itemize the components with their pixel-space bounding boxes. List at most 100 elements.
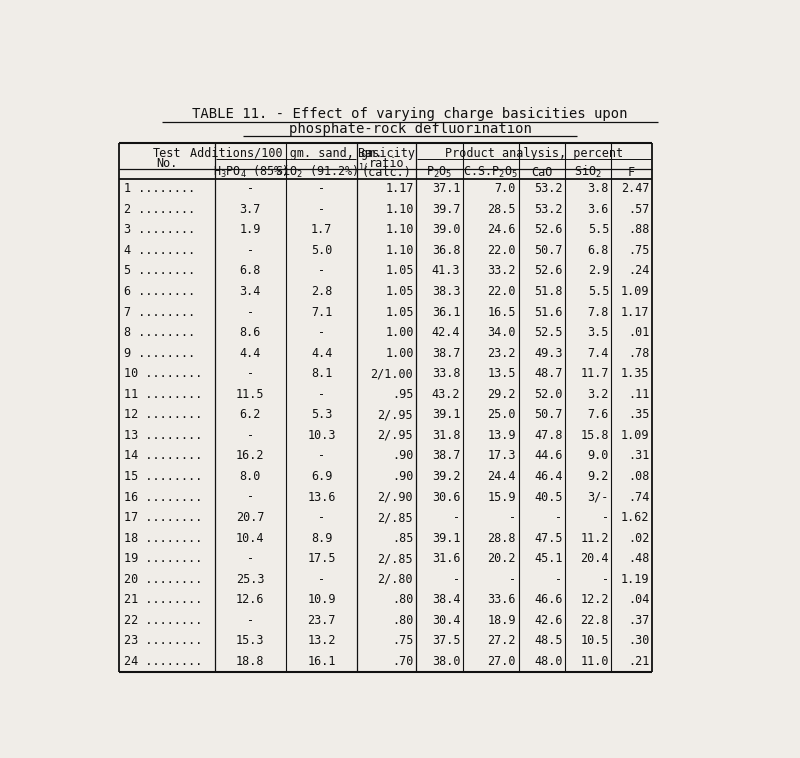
Text: .57: .57 — [628, 203, 650, 216]
Text: 17.5: 17.5 — [307, 552, 336, 565]
Text: 51.8: 51.8 — [534, 285, 562, 298]
Text: 1.09: 1.09 — [621, 429, 650, 442]
Text: -: - — [453, 511, 460, 524]
Text: 3.8: 3.8 — [588, 182, 609, 196]
Text: -: - — [246, 182, 254, 196]
Text: 31.8: 31.8 — [432, 429, 460, 442]
Text: .90: .90 — [392, 449, 414, 462]
Text: -: - — [509, 511, 516, 524]
Text: -: - — [246, 552, 254, 565]
Text: 3.5: 3.5 — [588, 326, 609, 339]
Text: 47.5: 47.5 — [534, 531, 562, 545]
Text: -: - — [555, 573, 562, 586]
Text: .80: .80 — [392, 594, 414, 606]
Text: 38.3: 38.3 — [432, 285, 460, 298]
Text: 42.4: 42.4 — [432, 326, 460, 339]
Text: 1.09: 1.09 — [621, 285, 650, 298]
Text: 13.6: 13.6 — [307, 490, 336, 503]
Text: 16.1: 16.1 — [307, 655, 336, 668]
Text: 51.6: 51.6 — [534, 305, 562, 318]
Text: .75: .75 — [392, 634, 414, 647]
Text: 23.7: 23.7 — [307, 614, 336, 627]
Text: 6.2: 6.2 — [240, 409, 261, 421]
Text: 47.8: 47.8 — [534, 429, 562, 442]
Text: .01: .01 — [628, 326, 650, 339]
Text: 34.0: 34.0 — [487, 326, 516, 339]
Text: No.: No. — [156, 157, 178, 170]
Text: TABLE 11. - Effect of varying charge basicities upon: TABLE 11. - Effect of varying charge bas… — [192, 108, 628, 121]
Text: 38.7: 38.7 — [432, 346, 460, 360]
Text: 3.2: 3.2 — [588, 388, 609, 401]
Text: .02: .02 — [628, 531, 650, 545]
Text: 20.7: 20.7 — [236, 511, 265, 524]
Text: 31.6: 31.6 — [432, 552, 460, 565]
Text: 1.05: 1.05 — [386, 265, 414, 277]
Text: 52.5: 52.5 — [534, 326, 562, 339]
Text: 48.0: 48.0 — [534, 655, 562, 668]
Text: 3.7: 3.7 — [240, 203, 261, 216]
Text: 2 ........: 2 ........ — [123, 203, 195, 216]
Text: 1.10: 1.10 — [386, 244, 414, 257]
Text: 48.5: 48.5 — [534, 634, 562, 647]
Text: ratio: ratio — [369, 157, 405, 170]
Text: 1.05: 1.05 — [386, 285, 414, 298]
Text: -: - — [318, 326, 326, 339]
Text: 46.4: 46.4 — [534, 470, 562, 483]
Text: .74: .74 — [628, 490, 650, 503]
Text: 10.4: 10.4 — [236, 531, 265, 545]
Text: 8.0: 8.0 — [240, 470, 261, 483]
Text: 9.0: 9.0 — [588, 449, 609, 462]
Text: 53.2: 53.2 — [534, 203, 562, 216]
Text: 1.17: 1.17 — [386, 182, 414, 196]
Text: 12 ........: 12 ........ — [123, 409, 202, 421]
Text: CaO: CaO — [531, 165, 553, 179]
Text: 15 ........: 15 ........ — [123, 470, 202, 483]
Text: -: - — [555, 511, 562, 524]
Text: 53.2: 53.2 — [534, 182, 562, 196]
Text: .95: .95 — [392, 388, 414, 401]
Text: 1.9: 1.9 — [240, 224, 261, 236]
Text: -: - — [318, 573, 326, 586]
Text: 7.6: 7.6 — [588, 409, 609, 421]
Text: 36.1: 36.1 — [432, 305, 460, 318]
Text: 49.3: 49.3 — [534, 346, 562, 360]
Text: -: - — [318, 388, 326, 401]
Text: 11.2: 11.2 — [581, 531, 609, 545]
Text: 33.8: 33.8 — [432, 367, 460, 381]
Text: 12.6: 12.6 — [236, 594, 265, 606]
Text: 11.0: 11.0 — [581, 655, 609, 668]
Text: 2.9: 2.9 — [588, 265, 609, 277]
Text: (calc.): (calc.) — [362, 165, 412, 179]
Text: -: - — [246, 367, 254, 381]
Text: 23.2: 23.2 — [487, 346, 516, 360]
Text: 6.8: 6.8 — [588, 244, 609, 257]
Text: 22 ........: 22 ........ — [123, 614, 202, 627]
Text: 40.5: 40.5 — [534, 490, 562, 503]
Text: 28.8: 28.8 — [487, 531, 516, 545]
Text: 18.8: 18.8 — [236, 655, 265, 668]
Text: .31: .31 — [628, 449, 650, 462]
Text: 14 ........: 14 ........ — [123, 449, 202, 462]
Text: 39.1: 39.1 — [432, 531, 460, 545]
Text: 52.6: 52.6 — [534, 224, 562, 236]
Text: .90: .90 — [392, 470, 414, 483]
Text: .21: .21 — [628, 655, 650, 668]
Text: .78: .78 — [628, 346, 650, 360]
Text: 24.6: 24.6 — [487, 224, 516, 236]
Text: 6 ........: 6 ........ — [123, 285, 195, 298]
Text: -: - — [453, 573, 460, 586]
Text: 38.7: 38.7 — [432, 449, 460, 462]
Text: 11 ........: 11 ........ — [123, 388, 202, 401]
Text: 5.5: 5.5 — [588, 285, 609, 298]
Text: phosphate-rock defluorination: phosphate-rock defluorination — [289, 122, 531, 136]
Text: .88: .88 — [628, 224, 650, 236]
Text: 50.7: 50.7 — [534, 244, 562, 257]
Text: .85: .85 — [392, 531, 414, 545]
Text: 1.00: 1.00 — [386, 326, 414, 339]
Text: .80: .80 — [392, 614, 414, 627]
Text: .04: .04 — [628, 594, 650, 606]
Text: 30.4: 30.4 — [432, 614, 460, 627]
Text: C.S.P$_2$O$_5$: C.S.P$_2$O$_5$ — [463, 164, 518, 180]
Text: 15.3: 15.3 — [236, 634, 265, 647]
Text: -: - — [318, 203, 326, 216]
